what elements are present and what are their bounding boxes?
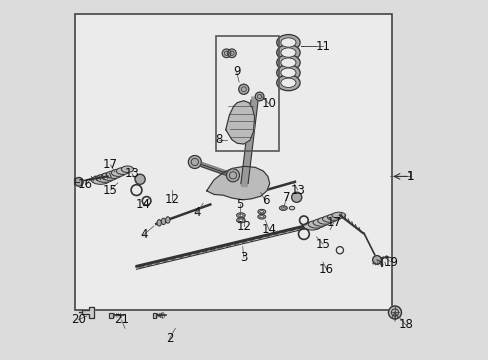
Text: 18: 18 — [398, 318, 412, 331]
Bar — [75, 14, 391, 310]
Ellipse shape — [116, 168, 129, 174]
Circle shape — [238, 84, 248, 94]
Text: 17: 17 — [325, 216, 341, 229]
Text: 12: 12 — [236, 220, 251, 233]
Ellipse shape — [322, 216, 337, 222]
Ellipse shape — [326, 214, 341, 220]
Bar — [152, 313, 156, 318]
Text: 8: 8 — [214, 133, 222, 146]
Text: 13: 13 — [124, 167, 140, 180]
Polygon shape — [206, 166, 269, 200]
Text: 3: 3 — [240, 251, 247, 264]
Text: 16: 16 — [319, 263, 333, 276]
Text: 2: 2 — [165, 332, 173, 345]
Ellipse shape — [246, 192, 250, 198]
Ellipse shape — [280, 58, 295, 67]
Ellipse shape — [276, 55, 300, 71]
Ellipse shape — [250, 190, 255, 197]
Ellipse shape — [280, 38, 295, 47]
Text: 4: 4 — [193, 206, 200, 219]
Polygon shape — [82, 307, 94, 318]
Ellipse shape — [236, 213, 244, 218]
Text: 14: 14 — [135, 198, 150, 211]
Ellipse shape — [276, 45, 300, 60]
Ellipse shape — [317, 217, 332, 224]
Text: 7: 7 — [283, 191, 290, 204]
Circle shape — [222, 49, 230, 58]
Text: 9: 9 — [232, 65, 240, 78]
Text: 14: 14 — [261, 223, 276, 236]
Ellipse shape — [91, 176, 110, 184]
Ellipse shape — [111, 169, 125, 176]
Ellipse shape — [331, 212, 345, 218]
Ellipse shape — [161, 218, 165, 225]
Circle shape — [135, 174, 145, 184]
Circle shape — [387, 306, 401, 319]
Ellipse shape — [236, 218, 244, 223]
Ellipse shape — [307, 220, 325, 228]
Polygon shape — [225, 101, 254, 144]
Ellipse shape — [281, 207, 285, 209]
Ellipse shape — [238, 214, 243, 216]
Ellipse shape — [257, 214, 265, 219]
Bar — [109, 313, 113, 318]
Ellipse shape — [165, 217, 170, 223]
Ellipse shape — [276, 65, 300, 81]
Circle shape — [75, 177, 83, 186]
Circle shape — [188, 156, 201, 168]
Text: 15: 15 — [315, 238, 330, 251]
Ellipse shape — [106, 171, 122, 178]
Text: 12: 12 — [164, 193, 179, 206]
Text: 11: 11 — [315, 40, 330, 53]
Ellipse shape — [259, 211, 263, 213]
Text: 1: 1 — [406, 170, 413, 183]
Ellipse shape — [280, 78, 295, 87]
Circle shape — [226, 169, 239, 182]
Text: 16: 16 — [78, 178, 93, 191]
Circle shape — [227, 49, 236, 58]
Bar — [215, 36, 278, 151]
Text: 13: 13 — [290, 184, 305, 197]
Ellipse shape — [312, 219, 328, 226]
Ellipse shape — [259, 216, 263, 218]
Ellipse shape — [303, 222, 320, 230]
Text: 6: 6 — [261, 194, 268, 207]
Ellipse shape — [276, 75, 300, 91]
Ellipse shape — [96, 174, 114, 182]
Ellipse shape — [101, 172, 118, 180]
Text: 1: 1 — [406, 170, 413, 183]
Text: 10: 10 — [261, 97, 276, 110]
Circle shape — [291, 192, 301, 202]
Text: 4: 4 — [140, 228, 147, 241]
Ellipse shape — [238, 219, 243, 221]
Ellipse shape — [276, 35, 300, 50]
Bar — [109, 313, 113, 318]
Ellipse shape — [279, 206, 287, 210]
Text: 15: 15 — [103, 184, 118, 197]
Ellipse shape — [121, 166, 133, 172]
Circle shape — [255, 92, 264, 101]
Ellipse shape — [257, 209, 265, 214]
Text: 20: 20 — [71, 313, 85, 326]
Ellipse shape — [280, 68, 295, 77]
Text: 17: 17 — [103, 158, 118, 171]
Ellipse shape — [280, 48, 295, 57]
Ellipse shape — [242, 193, 246, 199]
Circle shape — [372, 256, 381, 264]
Text: 5: 5 — [236, 198, 244, 211]
Ellipse shape — [289, 206, 294, 210]
Ellipse shape — [157, 220, 161, 226]
Text: 21: 21 — [114, 313, 129, 326]
Bar — [152, 313, 156, 318]
Text: 19: 19 — [383, 256, 398, 269]
